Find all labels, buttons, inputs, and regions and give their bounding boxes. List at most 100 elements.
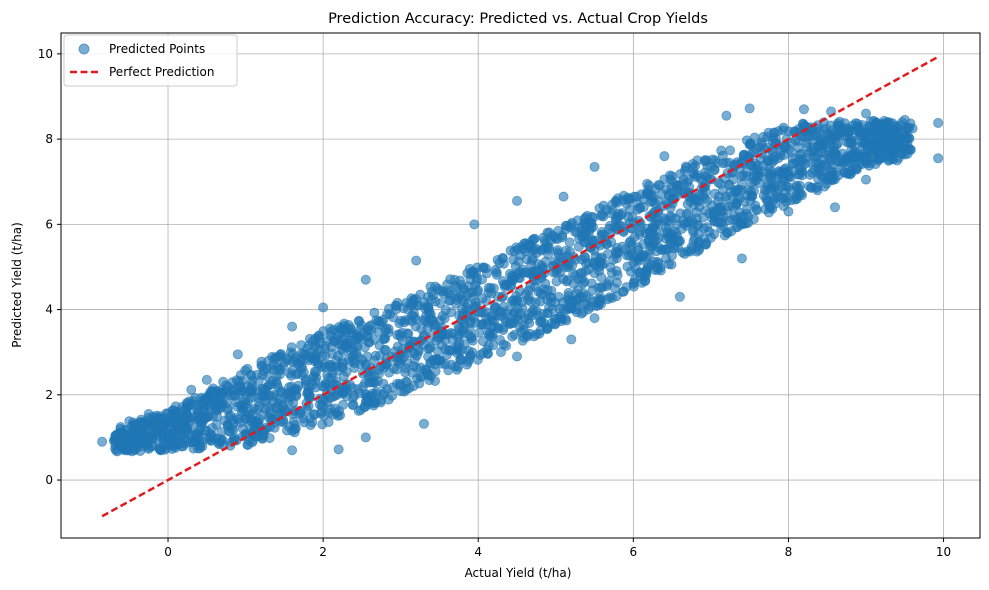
data-point: [368, 397, 379, 408]
data-point: [282, 425, 293, 436]
data-point: [659, 151, 670, 162]
data-point: [448, 328, 459, 339]
data-point: [864, 160, 875, 171]
data-point: [360, 432, 371, 443]
data-point: [341, 327, 352, 338]
data-point: [296, 370, 307, 381]
data-point: [455, 289, 466, 300]
data-point: [561, 276, 572, 287]
data-point: [486, 310, 497, 321]
data-point: [317, 381, 328, 392]
data-point: [806, 182, 817, 193]
x-tick-label: 6: [630, 545, 638, 559]
data-point: [612, 246, 623, 257]
data-point: [467, 266, 478, 277]
data-point: [517, 335, 528, 346]
data-point: [553, 225, 564, 236]
data-point: [380, 325, 391, 336]
data-point: [161, 408, 172, 419]
data-point: [667, 187, 678, 198]
data-point: [539, 235, 550, 246]
data-point: [509, 329, 520, 340]
data-point: [519, 267, 530, 278]
data-point: [743, 211, 754, 222]
data-point: [564, 237, 575, 248]
data-point: [482, 348, 493, 359]
data-point: [794, 188, 805, 199]
legend-marker-predicted-points: [78, 43, 90, 55]
data-point: [629, 255, 640, 266]
data-point: [860, 151, 871, 162]
data-point: [536, 316, 547, 327]
data-point: [373, 368, 384, 379]
data-point: [738, 150, 749, 161]
data-point: [201, 425, 212, 436]
data-point: [712, 196, 723, 207]
data-point: [590, 251, 601, 262]
data-point: [821, 149, 832, 160]
data-point: [254, 401, 265, 412]
data-point: [859, 137, 870, 148]
data-point: [287, 321, 298, 332]
data-point: [488, 340, 499, 351]
data-point: [314, 337, 325, 348]
data-point: [465, 350, 476, 361]
data-point: [285, 386, 296, 397]
data-point: [124, 436, 135, 447]
data-point: [492, 254, 503, 265]
data-point: [933, 153, 944, 164]
data-point: [425, 314, 436, 325]
data-point: [794, 180, 805, 191]
data-point: [232, 349, 243, 360]
data-point: [777, 125, 788, 136]
y-tick-label: 2: [45, 388, 53, 402]
data-point: [395, 386, 406, 397]
data-point: [432, 346, 443, 357]
x-tick-label: 8: [785, 545, 793, 559]
data-point: [179, 413, 190, 424]
data-point: [604, 276, 615, 287]
data-point: [661, 253, 672, 264]
data-point: [721, 157, 732, 168]
data-point: [201, 374, 212, 385]
data-point: [605, 262, 616, 273]
data-point: [579, 214, 590, 225]
data-point: [525, 282, 536, 293]
data-point: [342, 337, 353, 348]
data-point: [533, 286, 544, 297]
data-point: [267, 391, 278, 402]
data-point: [481, 263, 492, 274]
data-point: [155, 444, 166, 455]
data-point: [612, 197, 623, 208]
data-point: [394, 355, 405, 366]
x-tick-label: 4: [474, 545, 482, 559]
y-tick-label: 6: [45, 217, 53, 231]
data-point: [192, 399, 203, 410]
data-point: [230, 390, 241, 401]
data-point: [443, 365, 454, 376]
data-point: [587, 297, 598, 308]
data-point: [384, 309, 395, 320]
y-axis-label: Predicted Yield (t/ha): [10, 222, 24, 348]
data-point: [744, 103, 755, 114]
data-point: [309, 409, 320, 420]
data-point: [598, 200, 609, 211]
data-point: [505, 268, 516, 279]
data-point: [430, 375, 441, 386]
data-point: [751, 204, 762, 215]
data-point: [907, 123, 918, 134]
data-point: [371, 315, 382, 326]
data-point: [512, 351, 523, 362]
data-point: [518, 324, 529, 335]
data-point: [411, 255, 422, 266]
data-point: [724, 179, 735, 190]
data-point: [359, 342, 370, 353]
data-point: [596, 229, 607, 240]
data-point: [692, 169, 703, 180]
data-point: [476, 274, 487, 285]
data-point: [470, 301, 481, 312]
data-point: [153, 426, 164, 437]
data-point: [587, 234, 598, 245]
data-point: [682, 246, 693, 257]
